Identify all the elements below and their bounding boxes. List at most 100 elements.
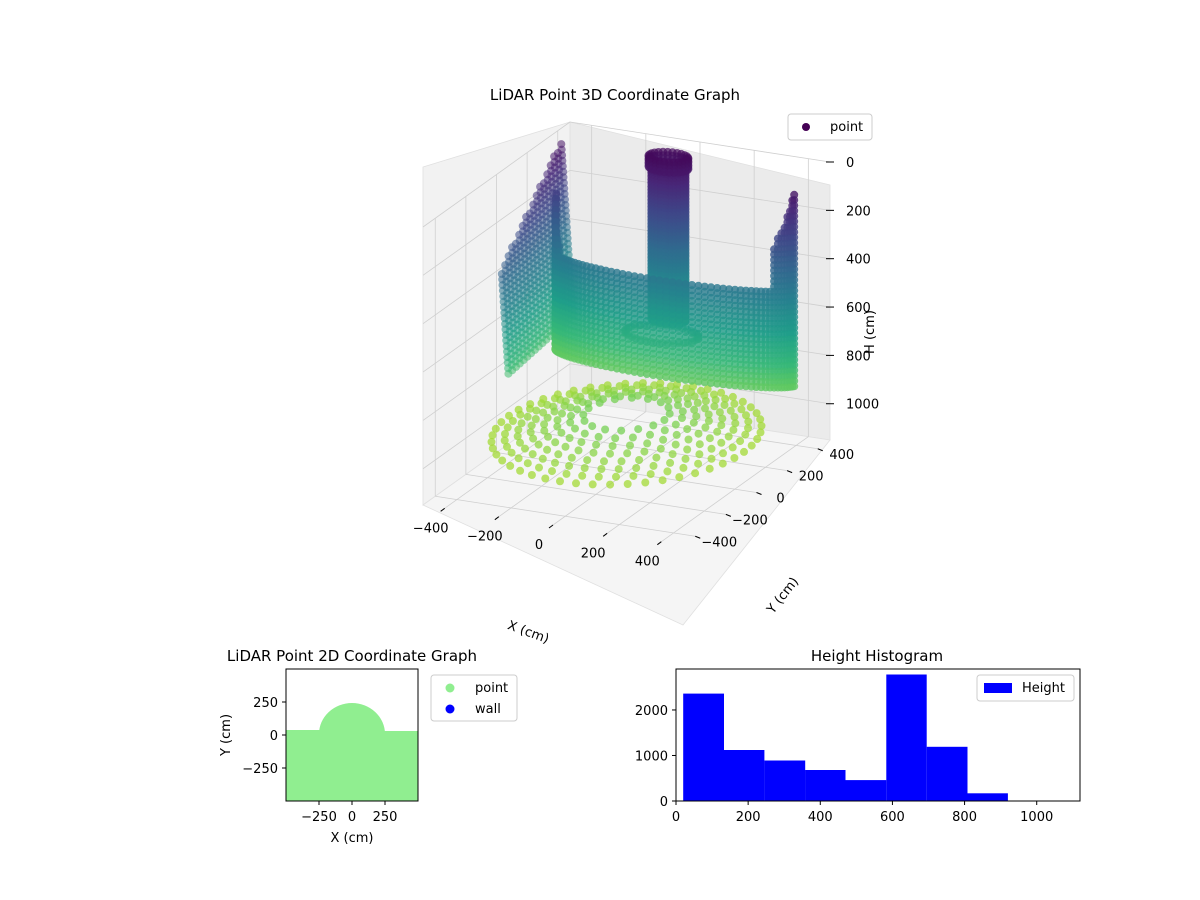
point-3d — [683, 425, 692, 434]
point-3d — [614, 465, 623, 474]
point-3d — [707, 454, 716, 463]
point-3d — [532, 191, 541, 200]
point-3d — [557, 428, 566, 437]
point-3d — [736, 437, 745, 446]
point-3d — [718, 459, 727, 468]
point-3d — [747, 441, 756, 450]
histogram-bar — [724, 750, 765, 801]
point-3d — [692, 412, 701, 421]
point-3d — [678, 414, 686, 422]
point-3d — [742, 411, 750, 420]
point-3d — [597, 465, 606, 473]
point-3d — [612, 472, 620, 481]
point-3d — [588, 422, 597, 431]
point-3d — [695, 440, 704, 449]
point-3d — [717, 388, 726, 397]
point-3d — [668, 374, 677, 383]
point-3d — [658, 476, 667, 485]
point-3d — [508, 243, 517, 252]
point-3d — [606, 449, 614, 458]
point-3d — [668, 450, 677, 459]
point-3d — [516, 466, 525, 475]
y-axis-label-2d: Y (cm) — [219, 714, 234, 757]
point-3d — [725, 380, 734, 389]
point-3d — [675, 473, 684, 482]
point-3d — [701, 404, 709, 413]
legend-swatch-height — [984, 683, 1012, 693]
chart-title-3d: LiDAR Point 3D Coordinate Graph — [490, 86, 740, 104]
x-axis-label-3d: X (cm) — [505, 618, 551, 647]
point-3d — [516, 410, 525, 419]
point-3d — [674, 401, 682, 410]
point-3d — [646, 430, 654, 439]
point-3d — [558, 409, 566, 418]
point-3d — [518, 221, 527, 230]
x-tick-label-hist: 1000 — [1020, 810, 1053, 825]
point-3d — [543, 445, 552, 454]
point-3d — [704, 410, 713, 419]
point-3d — [677, 389, 686, 397]
legend-2d: point wall — [430, 674, 518, 722]
point-3d — [704, 416, 713, 425]
point-3d — [752, 409, 761, 418]
point-3d — [623, 480, 632, 488]
x-tick-label-3d: 400 — [635, 555, 660, 570]
point-3d — [521, 444, 529, 453]
point-3d — [701, 397, 710, 405]
point-3d — [744, 417, 753, 426]
point-3d — [730, 412, 739, 421]
point-3d — [600, 457, 608, 466]
point-3d — [574, 446, 583, 455]
y-axis-label-3d: Y (cm) — [764, 575, 802, 618]
point-3d — [731, 419, 740, 428]
point-3d — [756, 428, 765, 437]
point-3d — [691, 469, 700, 478]
point-3d — [643, 439, 652, 448]
z-tick-label-3d: 400 — [846, 253, 871, 268]
point-3d — [529, 200, 538, 209]
y-tick-label-hist: 2000 — [635, 704, 668, 719]
x-tick-label-2d: −250 — [301, 810, 337, 825]
y-tick-label-hist: 0 — [660, 795, 668, 810]
point-3d — [560, 401, 569, 410]
point-3d — [546, 161, 555, 170]
point-3d — [504, 252, 513, 261]
y-tick-label-2d: 250 — [253, 696, 278, 711]
point-3d — [632, 464, 641, 472]
point-3d — [695, 450, 704, 459]
x-tick-label-3d: 200 — [581, 546, 606, 561]
legend-label-height: Height — [1022, 681, 1065, 696]
point-3d — [720, 401, 729, 409]
point-3d — [594, 432, 603, 441]
legend-hist: Height — [976, 674, 1075, 702]
point-3d — [497, 270, 506, 278]
point-3d — [717, 421, 726, 430]
point-3d — [660, 416, 669, 424]
point-3d — [630, 367, 639, 376]
point-3d — [492, 450, 501, 459]
z-tick-label-3d: 1000 — [846, 398, 879, 413]
x-tick-label-3d: −200 — [467, 530, 503, 545]
point-3d — [580, 416, 589, 425]
point-3d — [711, 395, 720, 404]
point-3d — [665, 409, 674, 418]
point-3d — [707, 379, 715, 387]
point-3d — [633, 391, 642, 400]
point-3d — [608, 442, 617, 450]
point-3d — [506, 461, 515, 470]
point-3d — [580, 464, 589, 472]
point-3d — [588, 480, 597, 489]
point-3d — [566, 403, 575, 412]
point-3d — [572, 479, 580, 488]
point-3d — [617, 457, 626, 466]
point-3d — [523, 459, 532, 468]
point-3d — [738, 397, 747, 406]
point-3d — [551, 458, 559, 467]
point-3d — [649, 371, 658, 380]
point-3d — [550, 407, 559, 416]
point-3d — [636, 369, 645, 377]
point-3d — [550, 152, 559, 161]
point-3d — [532, 406, 541, 415]
point-3d — [710, 402, 719, 411]
